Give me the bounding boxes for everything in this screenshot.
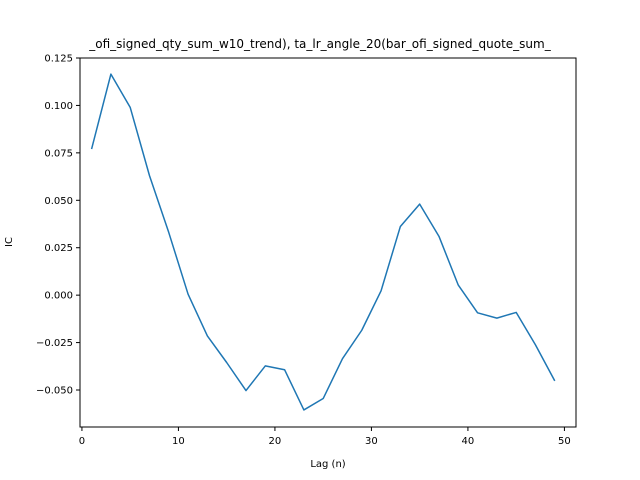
y-tick-label: 0.075 [44, 148, 73, 159]
x-tick-label: 0 [79, 436, 85, 447]
x-tick-label: 20 [269, 436, 282, 447]
y-tick-label: 0.100 [44, 101, 73, 112]
y-axis-label: IC [4, 237, 15, 247]
y-tick-label: 0.000 [44, 291, 73, 302]
x-tick-label: 10 [172, 436, 185, 447]
x-axis: 0 10 20 30 40 50 [79, 427, 571, 447]
y-tick-label: 0.050 [44, 196, 73, 207]
y-axis: −0.050 −0.025 0.000 0.025 0.050 0.075 0.100 0.1… [36, 54, 80, 397]
y-tick-label: 0.125 [44, 54, 73, 65]
x-tick-label: 40 [462, 436, 475, 447]
plot-frame [79, 57, 577, 428]
y-tick-label: 0.025 [44, 243, 73, 254]
y-tick-label: −0.025 [36, 338, 73, 349]
x-tick-label: 50 [558, 436, 571, 447]
y-tick-label: −0.050 [36, 386, 73, 397]
chart-title: _ofi_signed_qty_sum_w10_trend), ta_lr_an… [88, 37, 551, 51]
x-tick-label: 30 [365, 436, 378, 447]
x-axis-label: Lag (n) [310, 459, 345, 470]
plot-area [90, 73, 556, 411]
series-line [90, 73, 556, 411]
